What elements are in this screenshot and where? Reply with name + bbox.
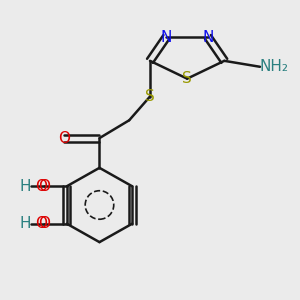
Text: O: O xyxy=(38,179,50,194)
Text: NH₂: NH₂ xyxy=(260,59,289,74)
Text: S: S xyxy=(145,89,155,104)
Text: N: N xyxy=(202,30,214,45)
Text: N: N xyxy=(161,30,172,45)
Text: O: O xyxy=(58,130,70,146)
Text: O: O xyxy=(38,216,50,231)
Text: H: H xyxy=(20,216,31,231)
Text: O: O xyxy=(35,179,47,194)
Text: S: S xyxy=(182,71,192,86)
Text: H: H xyxy=(20,179,31,194)
Text: O: O xyxy=(35,216,47,231)
